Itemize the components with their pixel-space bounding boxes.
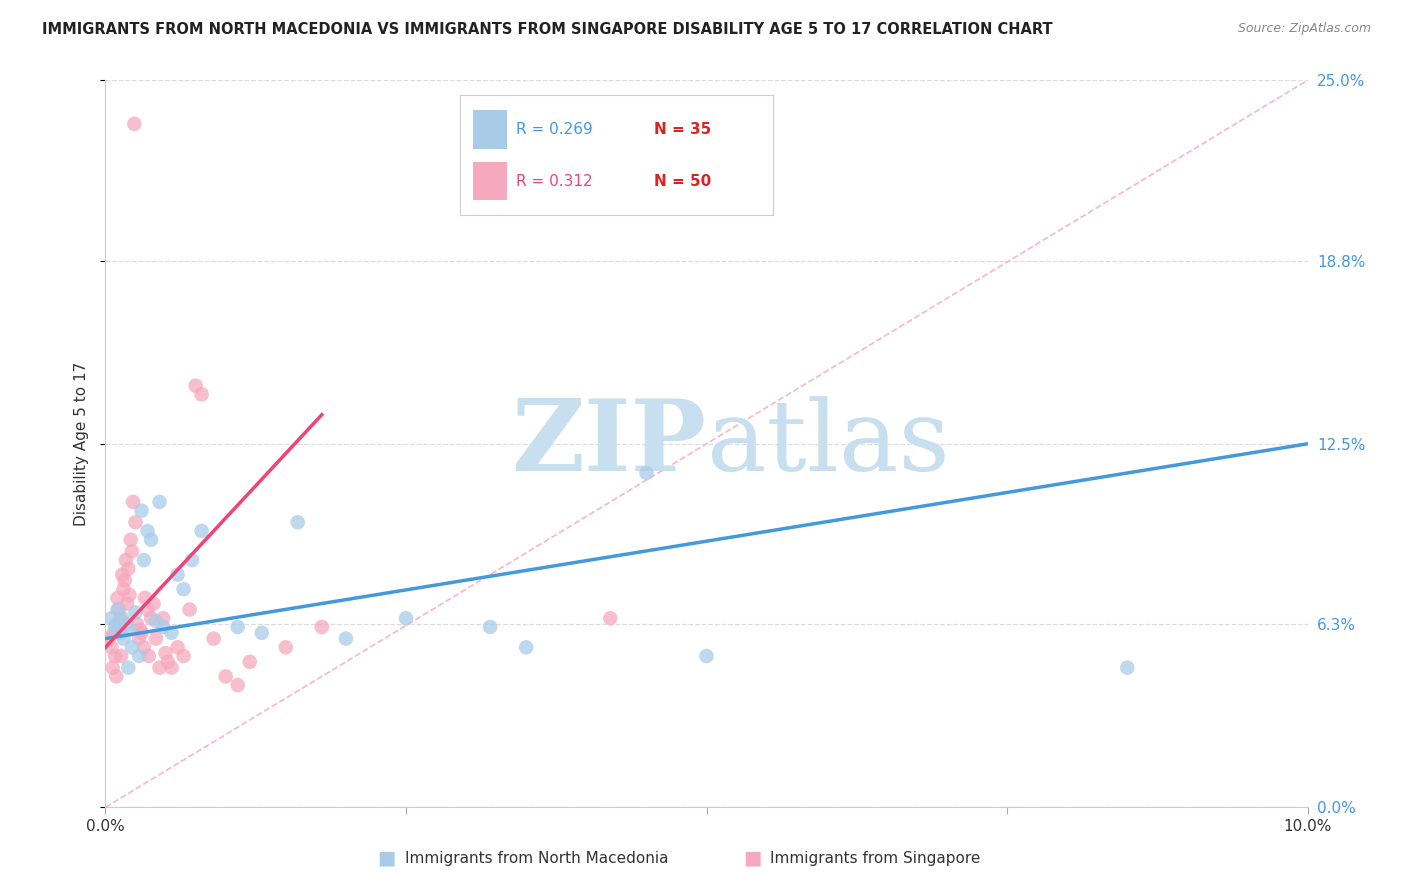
Text: atlas: atlas <box>707 396 949 491</box>
Point <box>131 625 153 640</box>
Point <box>181 553 204 567</box>
Point <box>103 625 125 640</box>
Text: Immigrants from Singapore: Immigrants from Singapore <box>770 851 981 865</box>
Point <box>155 646 177 660</box>
Point <box>636 466 658 480</box>
Point <box>104 648 127 663</box>
Point <box>128 632 150 646</box>
Point <box>124 117 146 131</box>
Point <box>114 574 136 588</box>
Point <box>115 597 138 611</box>
Point <box>121 544 143 558</box>
Point <box>125 617 148 632</box>
Point <box>128 648 150 663</box>
Point <box>166 567 188 582</box>
Point <box>139 611 162 625</box>
Point <box>136 602 159 616</box>
Point <box>335 632 357 646</box>
Text: ZIP: ZIP <box>512 395 707 492</box>
Text: Source: ZipAtlas.com: Source: ZipAtlas.com <box>1237 22 1371 36</box>
Point <box>122 495 145 509</box>
Point <box>132 640 155 655</box>
Point <box>100 640 122 655</box>
Point <box>214 669 236 683</box>
Point <box>121 640 143 655</box>
Y-axis label: Disability Age 5 to 17: Disability Age 5 to 17 <box>75 361 90 526</box>
Point <box>118 623 141 637</box>
Point <box>274 640 297 655</box>
Point <box>112 582 135 597</box>
Point <box>105 669 128 683</box>
Point <box>152 620 174 634</box>
Point <box>117 562 139 576</box>
Point <box>479 620 502 634</box>
Point <box>1116 661 1139 675</box>
Point <box>156 655 179 669</box>
Point <box>112 632 135 646</box>
Point <box>287 516 309 530</box>
Point <box>173 582 195 597</box>
Point <box>148 495 170 509</box>
Point <box>107 591 129 605</box>
Point <box>142 597 165 611</box>
Point <box>105 617 128 632</box>
Point <box>132 553 155 567</box>
Point <box>515 640 537 655</box>
Point <box>173 648 195 663</box>
Point <box>120 533 142 547</box>
Point <box>148 661 170 675</box>
Point <box>599 611 621 625</box>
Point <box>108 611 131 625</box>
Point <box>118 588 141 602</box>
Point <box>115 617 138 632</box>
Point <box>145 632 167 646</box>
Point <box>311 620 333 634</box>
Point <box>111 567 134 582</box>
Point <box>100 611 122 625</box>
Point <box>184 378 207 392</box>
Point <box>136 524 159 538</box>
Text: IMMIGRANTS FROM NORTH MACEDONIA VS IMMIGRANTS FROM SINGAPORE DISABILITY AGE 5 TO: IMMIGRANTS FROM NORTH MACEDONIA VS IMMIG… <box>42 22 1053 37</box>
Point <box>124 606 146 620</box>
Point <box>124 516 146 530</box>
Point <box>107 602 129 616</box>
Point <box>107 602 129 616</box>
Text: ■: ■ <box>742 848 762 868</box>
Point <box>190 387 212 401</box>
Point <box>98 632 121 646</box>
Point <box>152 611 174 625</box>
Text: ■: ■ <box>377 848 396 868</box>
Point <box>129 623 152 637</box>
Point <box>115 553 138 567</box>
Point <box>160 661 183 675</box>
Text: Immigrants from North Macedonia: Immigrants from North Macedonia <box>405 851 668 865</box>
Point <box>110 648 132 663</box>
Point <box>160 625 183 640</box>
Point <box>111 611 134 625</box>
Point <box>179 602 201 616</box>
Point <box>131 503 153 517</box>
Point <box>190 524 212 538</box>
Point <box>696 648 718 663</box>
Point <box>239 655 262 669</box>
Point <box>139 533 162 547</box>
Point <box>202 632 225 646</box>
Point <box>166 640 188 655</box>
Point <box>101 661 124 675</box>
Point <box>108 625 131 640</box>
Point <box>134 591 156 605</box>
Point <box>145 614 167 628</box>
Point <box>138 648 160 663</box>
Point <box>395 611 418 625</box>
Point <box>250 625 273 640</box>
Point <box>117 661 139 675</box>
Point <box>226 620 249 634</box>
Point <box>226 678 249 692</box>
Point <box>104 620 127 634</box>
